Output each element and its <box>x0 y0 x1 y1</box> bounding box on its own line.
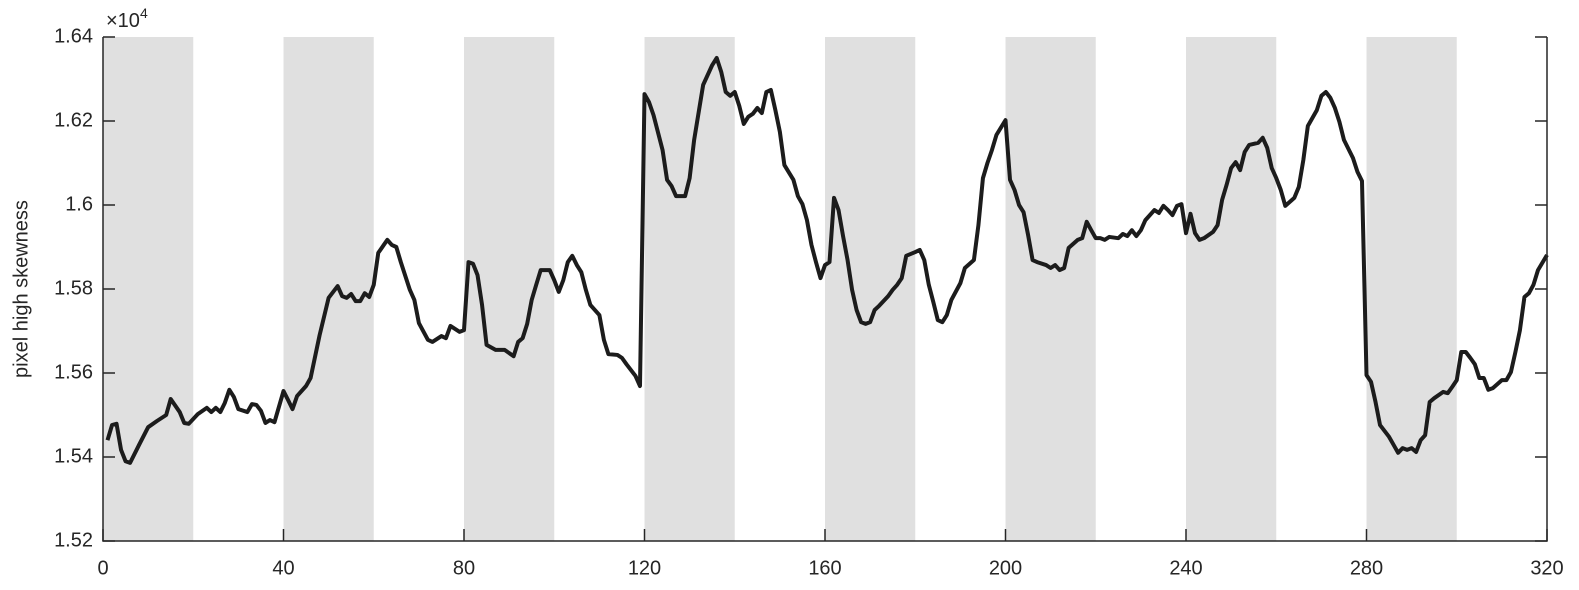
y-exponent-base: ×10 <box>106 10 140 32</box>
x-tick-label: 200 <box>989 557 1022 579</box>
x-tick-label: 80 <box>453 557 475 579</box>
y-axis-label: pixel high skewness <box>10 200 32 378</box>
x-tick-label: 240 <box>1169 557 1202 579</box>
x-tick-label: 40 <box>272 557 294 579</box>
y-tick-label: 1.54 <box>54 445 93 467</box>
x-tick-label: 320 <box>1530 557 1563 579</box>
y-exponent: ×104 <box>106 5 148 33</box>
y-tick-label: 1.52 <box>54 529 93 551</box>
x-tick-label: 120 <box>628 557 661 579</box>
x-tick-label: 0 <box>97 557 108 579</box>
shaded-band <box>103 37 194 541</box>
x-tick-label: 280 <box>1350 557 1383 579</box>
shaded-band <box>1366 37 1457 541</box>
y-tick-label: 1.56 <box>54 361 93 383</box>
shaded-band <box>283 37 374 541</box>
data-line <box>105 56 1549 465</box>
y-tick-label: 1.6 <box>65 193 93 215</box>
y-tick-label: 1.58 <box>54 277 93 299</box>
shaded-band <box>1005 37 1096 541</box>
shaded-band <box>1186 37 1277 541</box>
x-tick-label: 160 <box>808 557 841 579</box>
y-exponent-power: 4 <box>140 5 148 21</box>
y-tick-label: 1.62 <box>54 109 93 131</box>
shaded-band <box>464 37 555 541</box>
shaded-band <box>644 37 735 541</box>
shaded-band <box>825 37 916 541</box>
y-tick-label: 1.64 <box>54 25 93 47</box>
